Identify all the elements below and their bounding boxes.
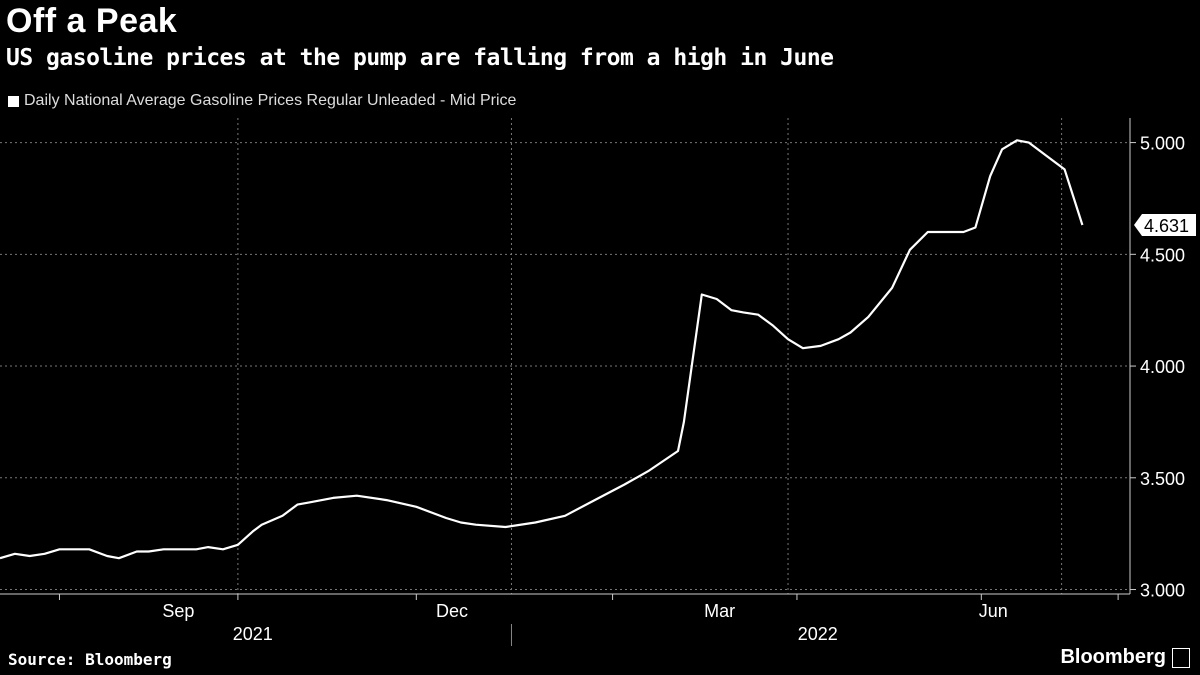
chart-title: Off a Peak: [6, 2, 178, 40]
y-tick-label: 5.000: [1140, 134, 1185, 154]
price-series-line: [0, 139, 1084, 560]
legend-swatch: [8, 95, 19, 107]
brand-logo: Bloomberg: [1060, 646, 1190, 669]
y-tick-label: 3.000: [1140, 581, 1185, 601]
year-label: 2021: [233, 624, 273, 644]
chart-legend: Daily National Average Gasoline Prices R…: [8, 92, 516, 110]
last-value-label: 4.631: [1144, 216, 1189, 236]
brand-chart-icon: [1172, 647, 1190, 668]
y-tick-label: 4.500: [1140, 245, 1185, 265]
brand-name: Bloomberg: [1060, 646, 1166, 668]
y-tick-label: 4.000: [1140, 357, 1185, 377]
x-tick-label: Jun: [979, 601, 1008, 621]
x-tick-label: Sep: [162, 601, 194, 621]
y-tick-label: 3.500: [1140, 469, 1185, 489]
x-tick-label: Mar: [704, 601, 735, 621]
chart-subtitle: US gasoline prices at the pump are falli…: [6, 45, 834, 71]
year-label: 2022: [798, 624, 838, 644]
last-value-marker: [1134, 214, 1196, 237]
source-note: Source: Bloomberg: [8, 650, 172, 669]
x-tick-label: Dec: [436, 601, 468, 621]
legend-label: Daily National Average Gasoline Prices R…: [24, 92, 517, 109]
